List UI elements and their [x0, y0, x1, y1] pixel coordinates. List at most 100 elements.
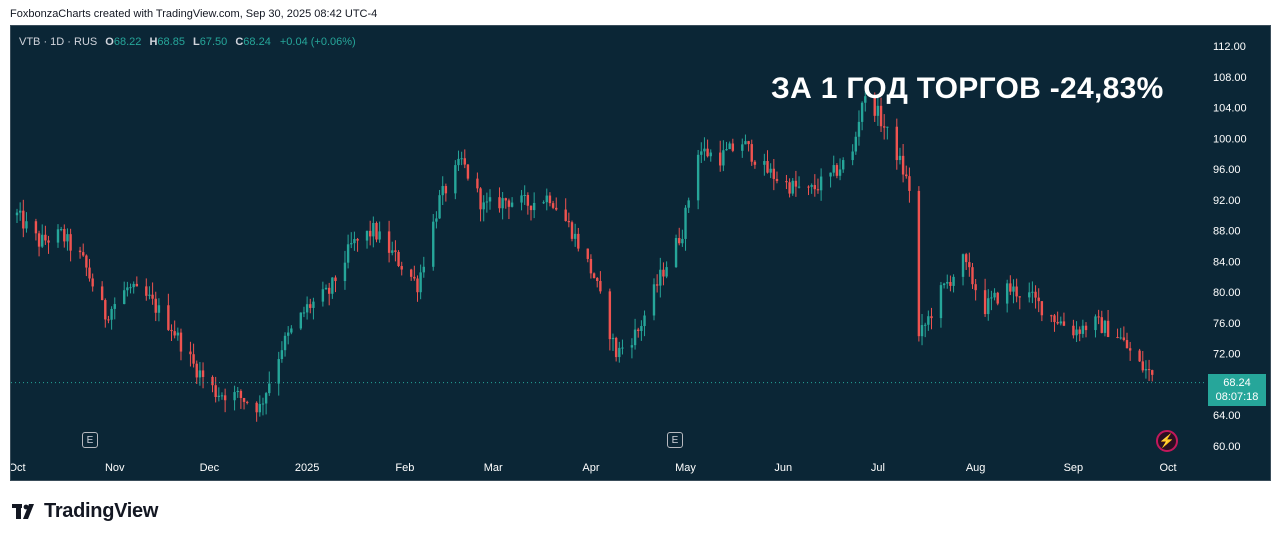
candle-body: [302, 312, 306, 314]
price-chart[interactable]: 112.00 108.00 104.00 100.00 96.00 92.00 88.00 8…: [11, 26, 1270, 480]
time-tick-label: Mar: [484, 462, 503, 474]
candle-body: [946, 282, 949, 284]
candle-body: [696, 154, 700, 201]
candle-body: [217, 395, 221, 398]
earnings-badge[interactable]: E: [667, 432, 683, 448]
last-price-tag: 68.24 08:07:18: [1208, 374, 1266, 406]
candle-body: [886, 126, 889, 128]
low-label: L: [193, 36, 200, 48]
candle-body: [233, 392, 236, 401]
candle-body: [971, 267, 974, 285]
tradingview-wordmark: TradingView: [44, 500, 159, 522]
candle-body: [987, 298, 990, 315]
candle-body: [132, 283, 135, 288]
lightning-icon[interactable]: ⚡: [1156, 430, 1178, 452]
bar-countdown: 08:07:18: [1215, 391, 1259, 403]
candle-body: [882, 126, 886, 128]
candle-body: [1009, 283, 1012, 292]
candle-body: [1097, 316, 1100, 318]
candle-body: [195, 363, 198, 378]
price-tick-label: 100.00: [1213, 133, 1247, 145]
candle-body: [898, 155, 902, 161]
candle-body: [255, 402, 258, 413]
candle-body: [1128, 348, 1132, 351]
price-tick-label: 96.00: [1213, 164, 1241, 176]
candle-body: [662, 269, 665, 277]
candle-body: [722, 150, 725, 166]
candle-body: [18, 210, 22, 213]
time-tick-label: Sep: [1064, 462, 1084, 474]
candle-body: [126, 287, 129, 291]
price-tick-label: 84.00: [1213, 256, 1241, 268]
candle-body: [810, 185, 813, 187]
candle-body: [100, 286, 104, 301]
candle-body: [939, 285, 943, 319]
candle-body: [299, 312, 303, 329]
candle-body: [170, 329, 173, 332]
candle-body: [283, 335, 287, 351]
candle-body: [305, 304, 309, 313]
candle-body: [1012, 286, 1015, 292]
candle-body: [192, 354, 195, 364]
candle-body: [763, 161, 766, 165]
candle-body: [387, 231, 391, 253]
candle-body: [507, 200, 511, 207]
candle-body: [198, 370, 202, 378]
candle-body: [145, 286, 148, 296]
candle-body: [659, 269, 662, 286]
candle-body: [189, 351, 192, 355]
candle-body: [211, 376, 214, 386]
candle-body: [851, 151, 854, 161]
candle-body: [1122, 337, 1126, 341]
candle-body: [655, 284, 659, 286]
candle-body: [829, 172, 832, 177]
candle-body: [88, 267, 91, 279]
candle-body: [416, 278, 419, 293]
price-tick-label: 112.00: [1213, 41, 1246, 53]
overlay-title: ЗА 1 ГОД ТОРГОВ -24,83%: [771, 72, 1164, 105]
candle-body: [968, 262, 971, 268]
candle-body: [488, 197, 492, 202]
candle-body: [223, 395, 227, 401]
candle-body: [485, 201, 489, 203]
candle-body: [772, 168, 776, 179]
price-tick-label: 76.00: [1213, 318, 1241, 330]
candle-body: [961, 254, 965, 277]
candle-body: [201, 370, 205, 377]
candle-body: [567, 220, 571, 223]
symbol-legend[interactable]: VTB · 1D · RUS O68.22 H68.85 L67.50 C68.…: [19, 36, 356, 48]
chart-area[interactable]: 112.00 108.00 104.00 100.00 96.00 92.00 88.00 8…: [10, 25, 1271, 481]
candle-body: [640, 326, 643, 331]
candle-body: [860, 102, 864, 122]
earnings-badge[interactable]: E: [82, 432, 98, 448]
candle-body: [750, 144, 753, 162]
candle-body: [983, 290, 987, 315]
candle-body: [993, 292, 996, 298]
candle-body: [706, 148, 709, 157]
candle-body: [356, 239, 359, 241]
candle-body: [346, 244, 350, 263]
candle-body: [286, 332, 290, 336]
candle-body: [261, 403, 265, 405]
candle-body: [769, 168, 772, 173]
close-label: C: [235, 36, 244, 48]
candle-body: [1138, 350, 1141, 362]
candle-body: [37, 233, 41, 247]
candle-body: [577, 233, 580, 249]
candle-body: [397, 251, 400, 267]
candle-body: [394, 250, 397, 252]
open-label: O: [105, 36, 114, 48]
candle-body: [1078, 329, 1081, 334]
candle-body: [1005, 283, 1009, 304]
candle-body: [923, 324, 927, 326]
time-tick-label: Nov: [105, 462, 125, 474]
candle-body: [807, 186, 810, 188]
candle-body: [725, 149, 728, 151]
candle-body: [599, 280, 602, 292]
candle-body: [741, 144, 744, 151]
candle-body: [551, 203, 555, 208]
candle-body: [422, 266, 425, 273]
candle-body: [372, 222, 375, 237]
tradingview-logo[interactable]: TradingView: [12, 500, 158, 523]
candle-body: [785, 181, 788, 183]
